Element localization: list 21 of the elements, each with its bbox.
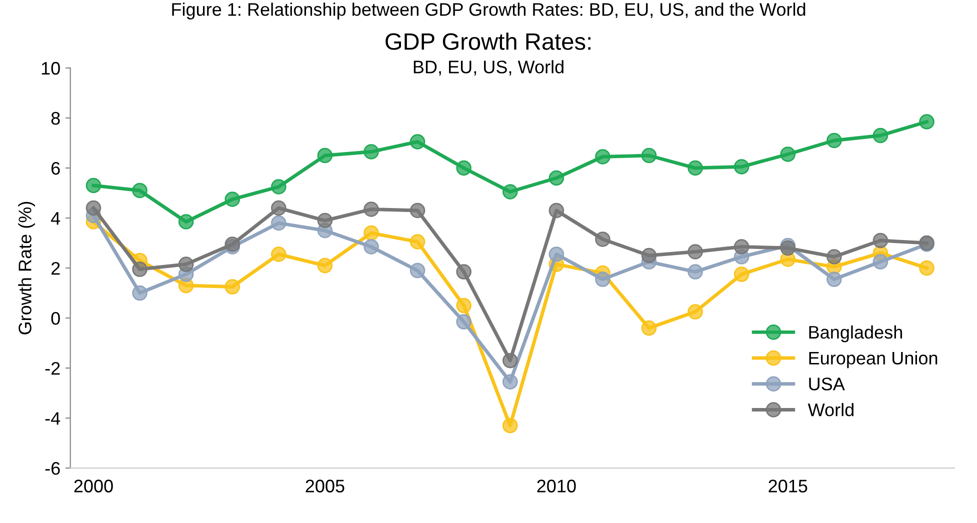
x-tick-label: 2005 — [306, 480, 344, 492]
y-axis-title: Growth Rate (%) — [18, 202, 35, 334]
x-tick-label: 2010 — [537, 480, 576, 492]
y-tick-label: 8 — [51, 112, 60, 125]
y-tick-label: -2 — [45, 362, 60, 375]
y-tick-label: 4 — [50, 212, 60, 225]
legend-label: World — [808, 402, 854, 416]
legend-label: European Union — [809, 351, 938, 368]
y-tick-label: 10 — [42, 62, 60, 75]
x-tick-label: 2000 — [74, 480, 113, 492]
y-tick-label: 2 — [51, 262, 60, 275]
legend-label: Bangladesh — [809, 325, 902, 342]
chart-subtitle: BD, EU, US, World — [414, 60, 564, 76]
legend-label: USA — [809, 378, 845, 390]
y-tick-label: 0 — [51, 312, 60, 325]
y-tick-label: -6 — [45, 462, 60, 475]
y-tick-label: -4 — [45, 412, 60, 425]
y-tick-label: 6 — [52, 162, 60, 175]
caption: Figure 1: Relationship between GDP Growth Rates: BD, EU, US, and the World — [172, 2, 806, 20]
x-tick-label: 2015 — [768, 480, 808, 492]
chart-title: GDP Growth Rates: — [386, 32, 590, 50]
